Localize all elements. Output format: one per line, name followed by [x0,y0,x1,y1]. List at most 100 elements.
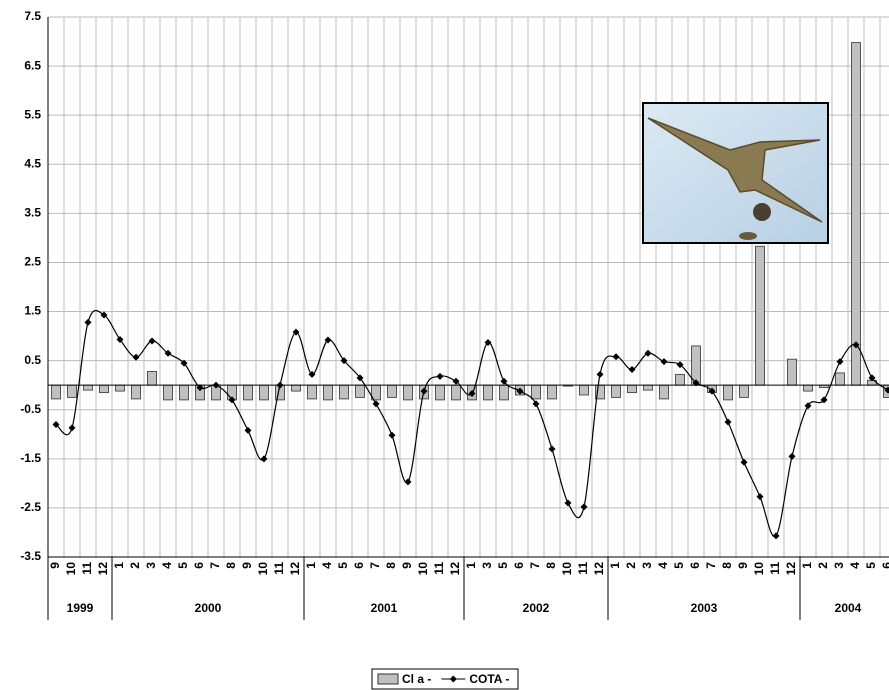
x-tick-label: 2 [624,562,638,569]
marker [308,370,316,378]
marker [532,400,540,408]
marker [244,426,252,434]
legend-marker [449,675,457,683]
group-label: 2004 [835,601,862,615]
marker [852,341,860,349]
x-tick-label: 12 [96,562,110,576]
bar [67,384,77,398]
marks [48,42,889,540]
x-tick-label: 7 [528,562,542,569]
bar [643,384,653,391]
x-tick-label: 5 [672,562,686,569]
marker [564,499,572,507]
x-tick-label: 6 [352,562,366,569]
group-label: 2002 [523,601,550,615]
inset-photo [642,102,829,244]
x-tick-label: 9 [736,562,750,569]
x-tick-label: 9 [240,562,254,569]
x-tick-label: 1 [464,562,478,569]
bar [131,384,141,400]
bar [723,384,733,401]
group-label: 2001 [371,601,398,615]
marker [772,532,780,540]
marker [52,420,60,428]
x-tick-label: 3 [640,562,654,569]
y-tick-label: 4.5 [24,156,41,170]
marker [676,361,684,369]
marker [644,349,652,357]
marker [660,358,668,366]
x-tick-label: 12 [592,562,606,576]
marker [708,387,716,395]
bar [627,384,637,393]
marker [340,357,348,365]
x-tick-label: 9 [48,562,62,569]
x-tick-label: 5 [496,562,510,569]
legend-label: Cl a - [402,672,431,686]
marker [212,381,220,389]
bar [451,384,461,401]
marker [500,377,508,385]
marker [516,387,524,395]
marker [404,478,412,486]
marker [68,424,76,432]
bar [611,384,621,398]
marker [740,458,748,466]
marker [260,455,268,463]
x-tick-label: 10 [64,562,78,576]
group-label: 1999 [67,601,94,615]
x-tick-label: 7 [368,562,382,569]
x-tick-label: 1 [304,562,318,569]
marker [628,365,636,373]
x-tick-label: 2 [128,562,142,569]
x-tick-label: 10 [560,562,574,576]
marker [884,386,889,394]
bar [163,384,173,401]
marker [724,418,732,426]
y-tick-label: 1.5 [24,304,41,318]
x-tick-label: 5 [336,562,350,569]
legend-label: COTA - [469,672,509,686]
group-label: 2000 [195,601,222,615]
bar [579,384,589,396]
x-tick-label: 10 [752,562,766,576]
x-tick-label: 8 [224,562,238,569]
bar [307,384,317,400]
bar [675,373,685,386]
x-tick-label: 12 [448,562,462,576]
bar [547,384,557,400]
marker [388,431,396,439]
x-tick-label: 3 [832,562,846,569]
x-tick-label: 2 [816,562,830,569]
group-label: 2003 [691,601,718,615]
x-tick-label: 5 [864,562,878,569]
y-tick-label: -0.5 [20,402,41,416]
marker [804,402,812,410]
bar [323,384,333,401]
bar [355,384,365,398]
x-tick-label: 7 [208,562,222,569]
bar [339,384,349,400]
x-tick-label: 6 [512,562,526,569]
marker [196,384,204,392]
bar [51,384,61,400]
grid [47,16,889,558]
marker [324,336,332,344]
marker [868,374,876,382]
marker [292,328,300,336]
bar [435,384,445,401]
x-tick-label: 3 [480,562,494,569]
y-tick-label: -3.5 [20,549,41,563]
y-tick-label: -1.5 [20,451,41,465]
bar [147,371,157,386]
bar [83,384,93,391]
marker [228,396,236,404]
bar [499,384,509,401]
bar [115,384,125,392]
x-tick-label: 3 [144,562,158,569]
x-tick-label: 4 [656,562,670,569]
marker [100,311,108,319]
marker [580,503,588,511]
marker [452,377,460,385]
